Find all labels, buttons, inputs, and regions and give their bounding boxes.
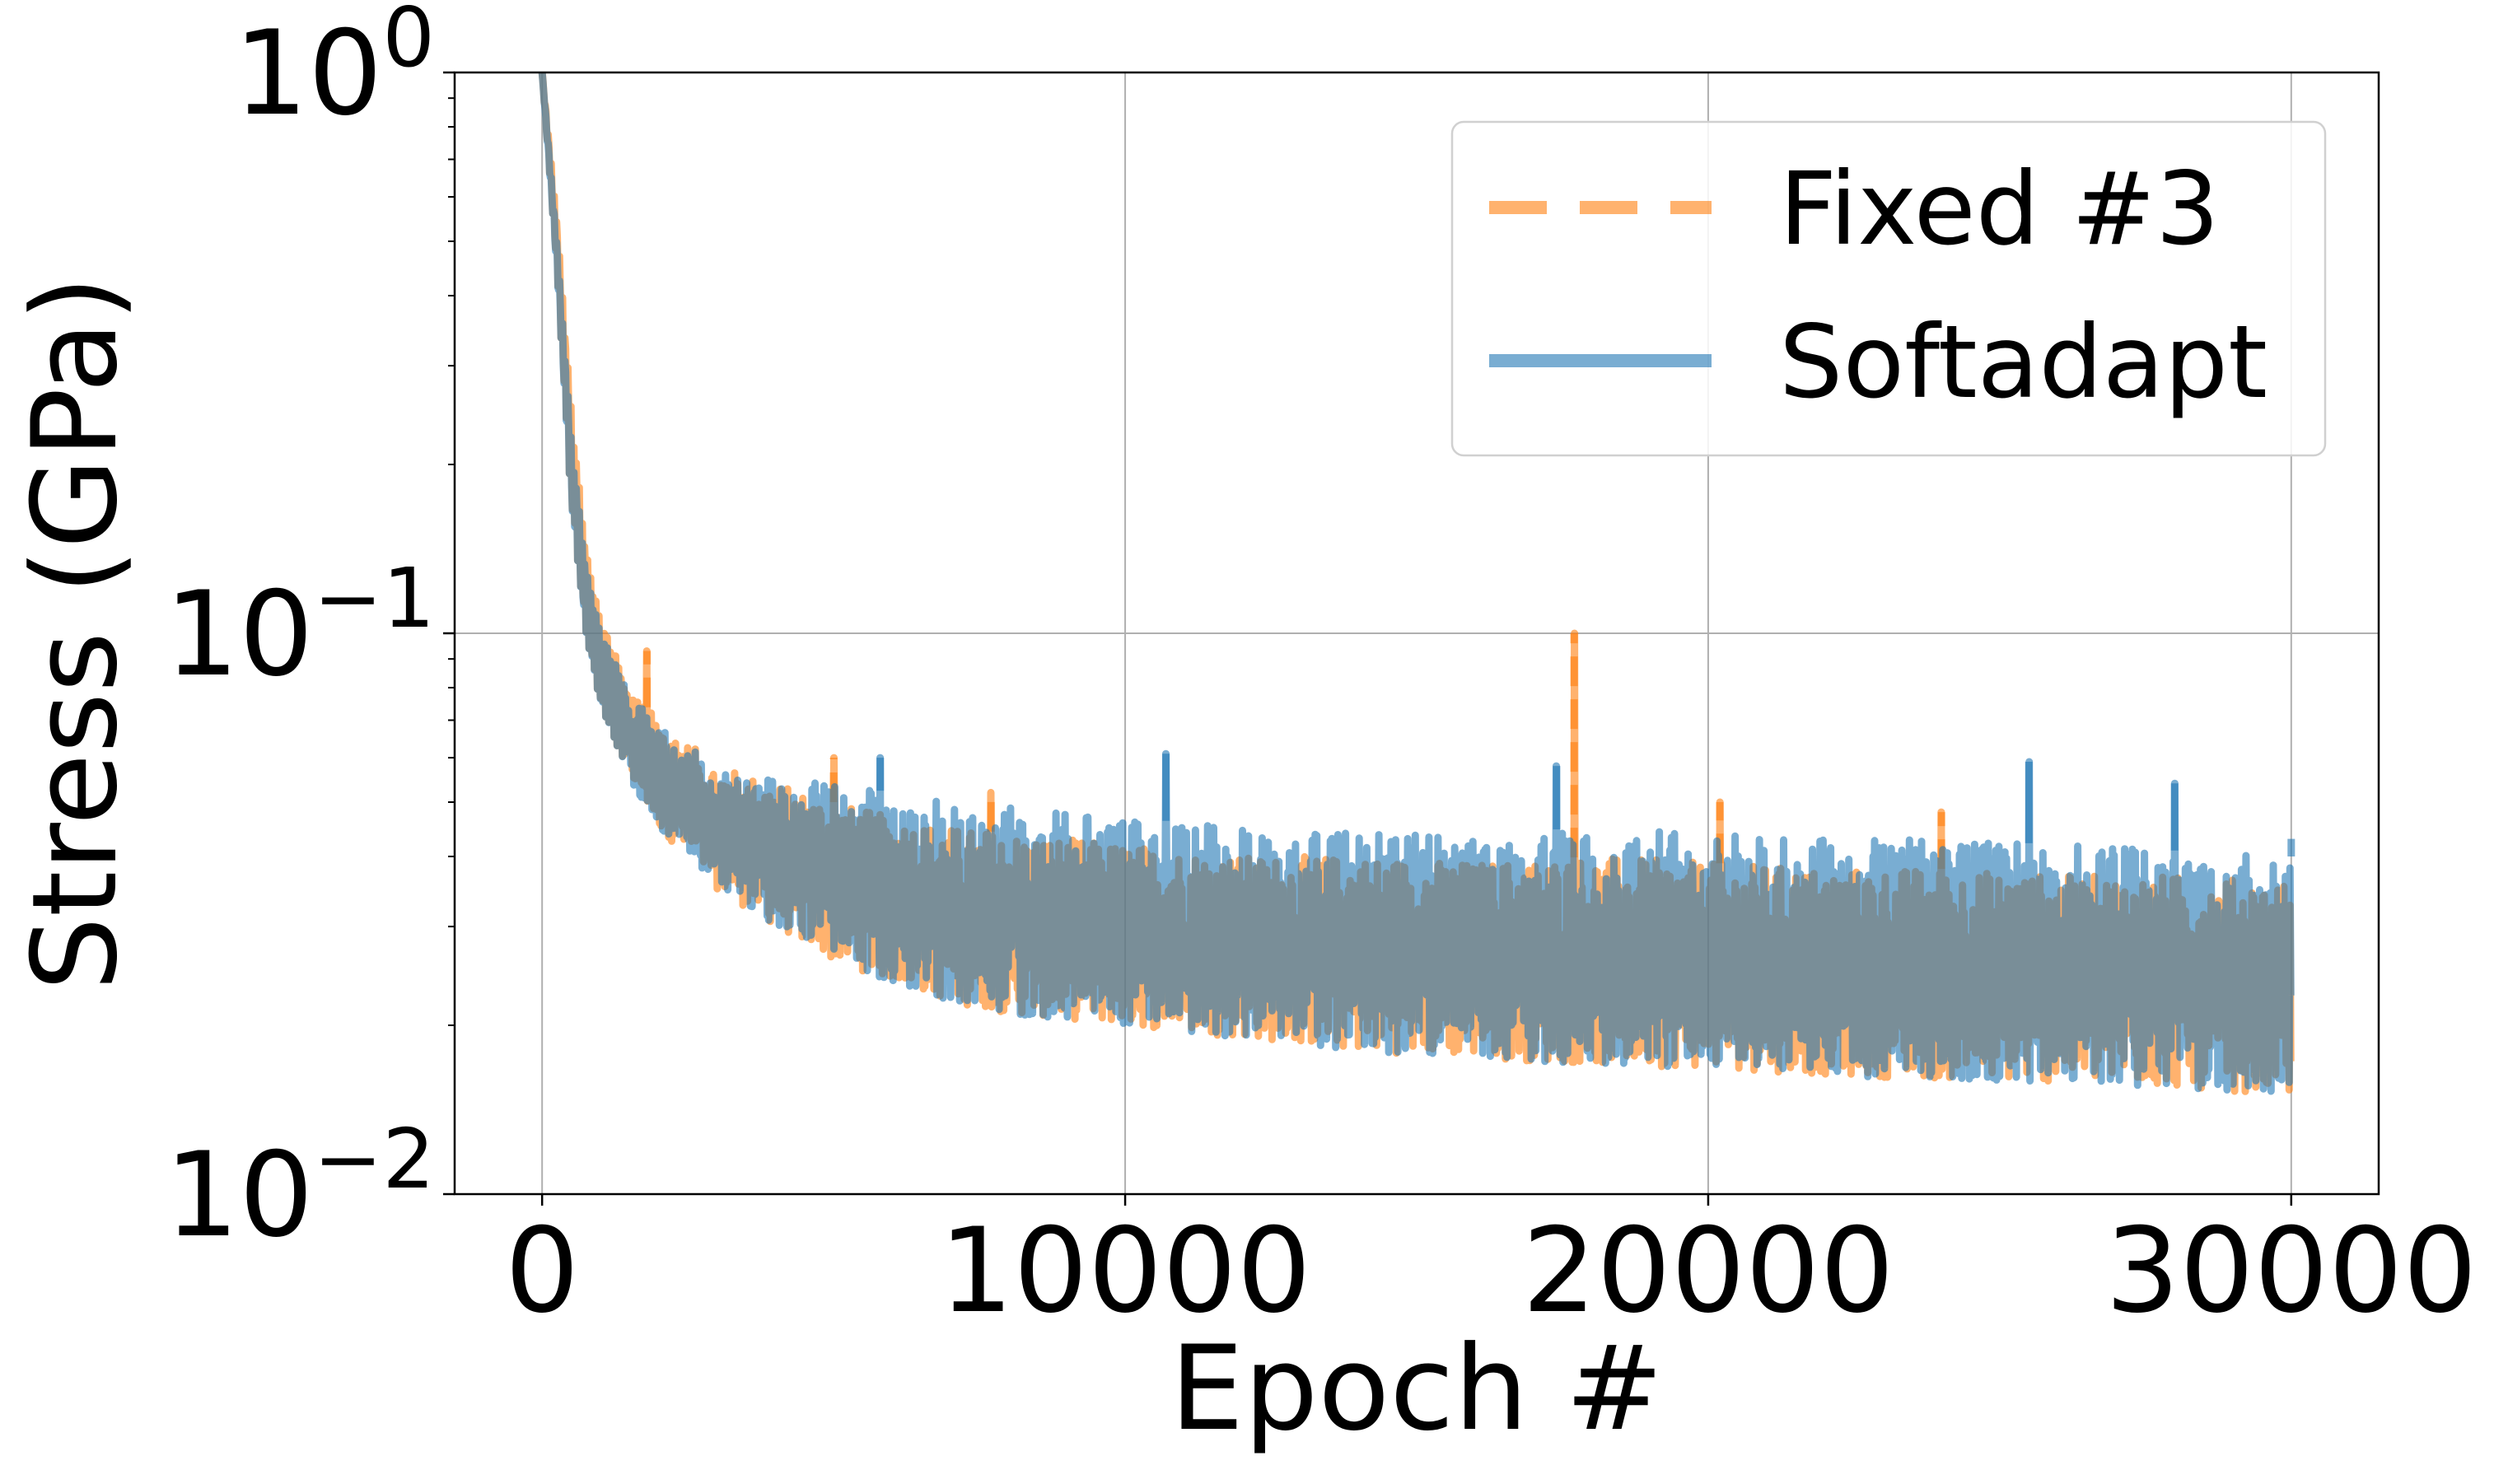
y-tick-base: 10	[234, 6, 383, 142]
series-layer	[538, 72, 2296, 1095]
y-tick-label: 10−2	[165, 1111, 435, 1263]
y-tick-base: 10	[165, 567, 314, 702]
y-tick-exponent: −1	[314, 550, 435, 646]
legend: Fixed #3 Softadapt	[1450, 120, 2327, 457]
x-axis: 0 10000 20000 30000	[505, 1194, 2478, 1339]
series-line-softadapt	[538, 72, 2295, 1095]
legend-label-fixed: Fixed #3	[1779, 151, 2220, 268]
x-axis-label: Epoch #	[1170, 1321, 1664, 1457]
x-tick-label: 0	[505, 1203, 579, 1339]
x-tick-label: 20000	[1522, 1203, 1894, 1339]
y-tick-exponent: −2	[314, 1111, 435, 1207]
x-tick-label: 10000	[939, 1203, 1311, 1339]
y-tick-exponent: 0	[382, 0, 435, 86]
y-tick-base: 10	[165, 1127, 314, 1263]
x-tick-label: 30000	[2105, 1203, 2478, 1339]
y-axis-label: Stress (GPa)	[7, 276, 143, 992]
y-tick-label: 100	[234, 0, 435, 142]
y-tick-label: 10−1	[165, 550, 435, 702]
legend-label-softadapt: Softadapt	[1779, 304, 2267, 421]
